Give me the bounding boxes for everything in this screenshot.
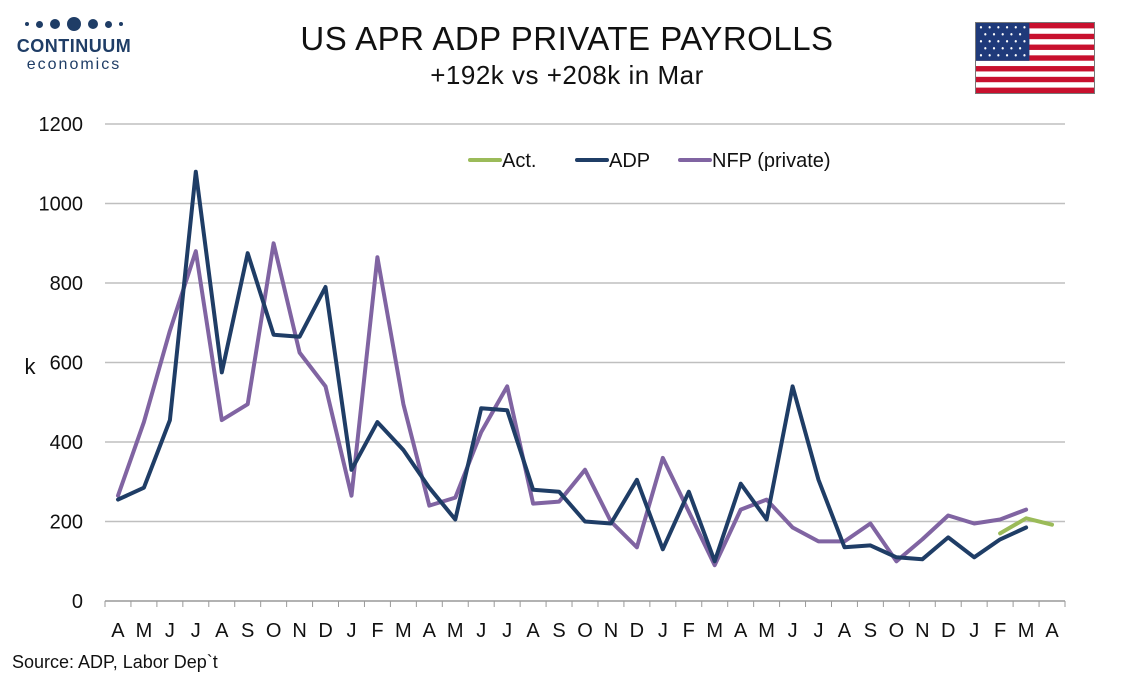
x-tick-label: A <box>215 620 229 642</box>
x-tick-label: J <box>502 620 512 642</box>
x-tick-label: A <box>838 620 852 642</box>
y-axis-label: k <box>25 354 37 379</box>
x-tick-label: D <box>941 620 955 642</box>
y-tick-label: 0 <box>72 591 83 613</box>
y-tick-label: 800 <box>50 273 83 295</box>
y-tick-label: 1200 <box>39 114 84 136</box>
x-tick-label: N <box>292 620 306 642</box>
grid-layer <box>105 123 1065 523</box>
chart-legend: Act. ADP NFP (private) <box>468 150 831 172</box>
x-tick-label: J <box>476 620 486 642</box>
x-tick-label: J <box>191 620 201 642</box>
x-tick-label: M <box>758 620 775 642</box>
x-tick-label: M <box>136 620 153 642</box>
x-tick-label: O <box>889 620 905 642</box>
y-tick-label: 600 <box>50 353 83 375</box>
x-tick-label: A <box>423 620 437 642</box>
x-tick-label: F <box>994 620 1006 642</box>
x-tick-label: J <box>969 620 979 642</box>
x-tick-label: D <box>630 620 644 642</box>
x-tick-label: J <box>788 620 798 642</box>
x-tick-label: A <box>734 620 748 642</box>
x-tick-label: M <box>447 620 464 642</box>
x-tick-label: M <box>395 620 412 642</box>
x-tick-label: J <box>346 620 356 642</box>
x-tick-label: A <box>526 620 540 642</box>
chart-subtitle: +192k vs +208k in Mar <box>430 60 704 90</box>
x-tick-label: A <box>1045 620 1059 642</box>
y-tick-label: 1000 <box>39 194 84 216</box>
legend-label-nfp-private: NFP (private) <box>712 150 831 172</box>
logo-dots-icon <box>12 14 136 34</box>
chart-title: US APR ADP PRIVATE PAYROLLS <box>300 20 834 57</box>
continuum-logo: CONTINUUM economics <box>12 14 136 74</box>
series-layer <box>116 169 1054 568</box>
x-tick-label: J <box>165 620 175 642</box>
series-line-adp <box>116 169 1029 564</box>
legend-label-act: Act. <box>502 150 536 172</box>
x-tick-label: S <box>864 620 877 642</box>
x-tick-label: S <box>241 620 254 642</box>
x-tick-label: F <box>371 620 383 642</box>
us-flag-icon <box>975 22 1095 94</box>
source-note: Source: ADP, Labor Dep`t <box>12 652 218 672</box>
x-tick-label: N <box>915 620 929 642</box>
x-tick-label: J <box>814 620 824 642</box>
x-tick-label: J <box>658 620 668 642</box>
x-tick-label: M <box>1018 620 1035 642</box>
x-tick-label: N <box>604 620 618 642</box>
x-tick-label: D <box>318 620 332 642</box>
x-tick-label: S <box>552 620 565 642</box>
x-tick-label: O <box>266 620 282 642</box>
y-tick-label: 200 <box>50 512 83 534</box>
y-tick-label: 400 <box>50 432 83 454</box>
x-tick-label: F <box>683 620 695 642</box>
series-line-nfp-private <box>116 241 1029 568</box>
logo-name: CONTINUUM <box>16 36 132 56</box>
x-tick-label: A <box>111 620 125 642</box>
x-tick-label: O <box>577 620 593 642</box>
x-tick-label: M <box>706 620 723 642</box>
legend-label-adp: ADP <box>609 150 650 172</box>
logo-subtitle: economics <box>26 56 122 73</box>
series-line-act <box>998 516 1054 536</box>
